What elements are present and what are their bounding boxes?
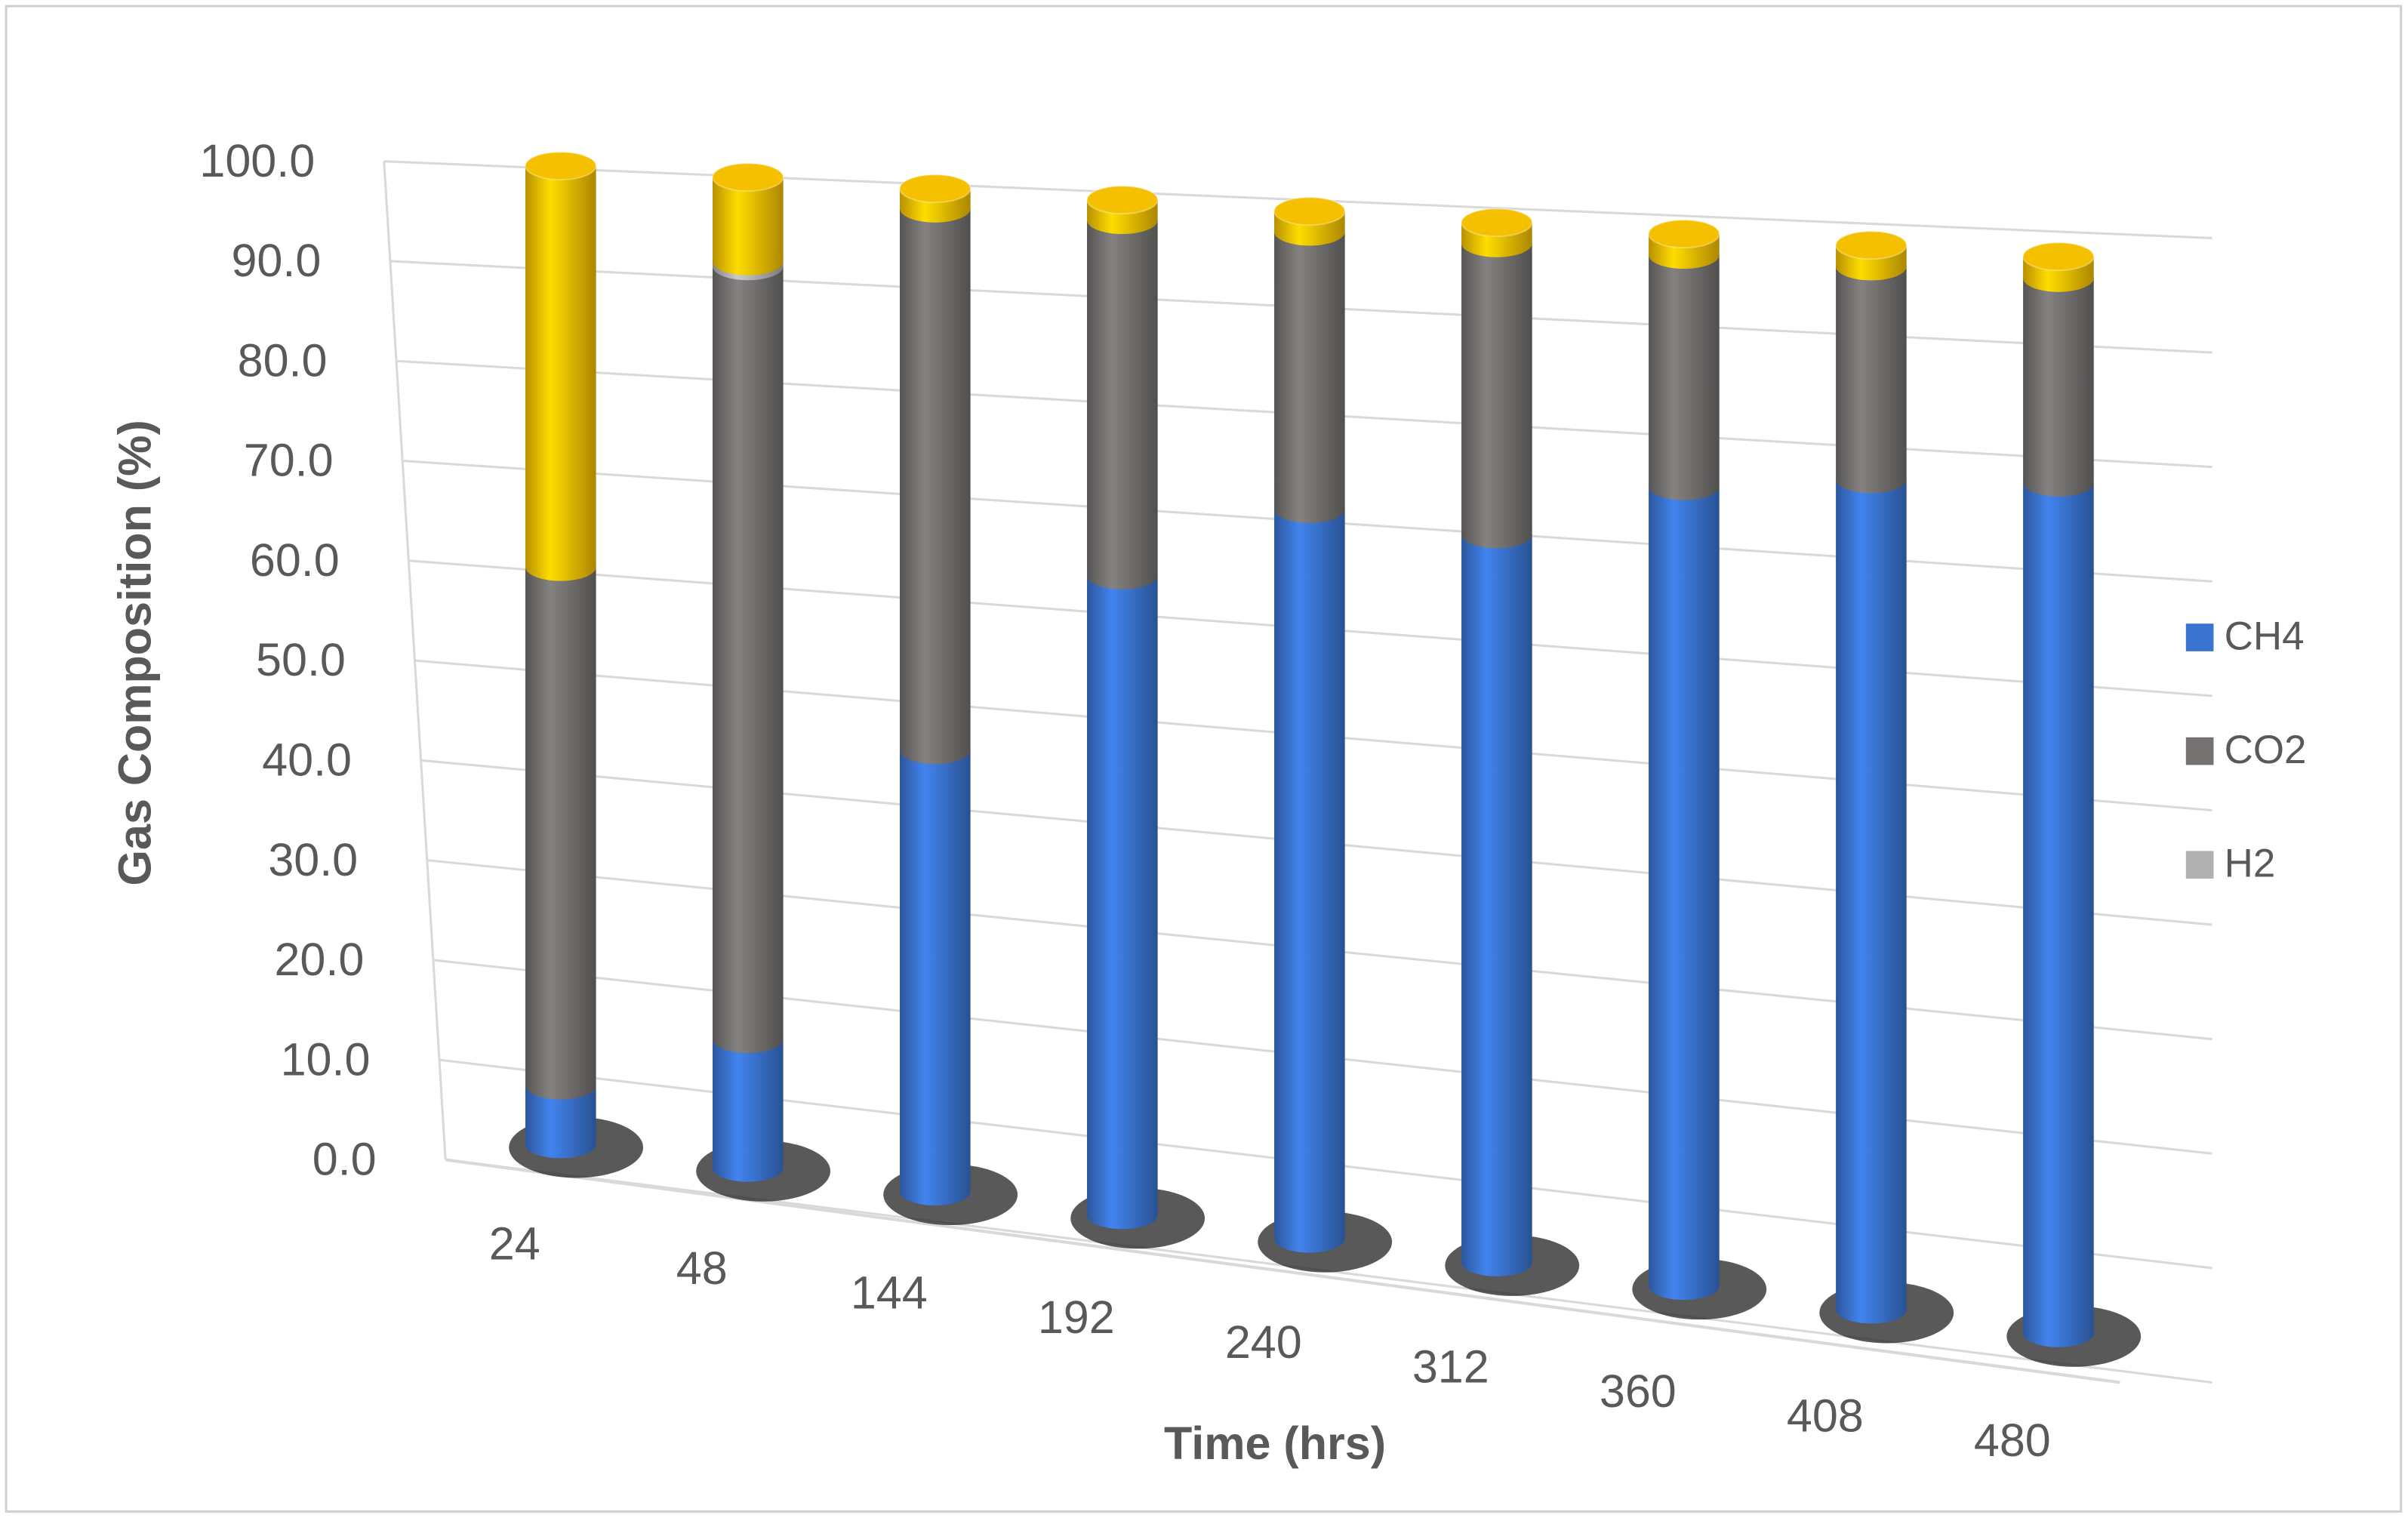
segment-bottom xyxy=(1087,206,1158,235)
segment-bottom xyxy=(900,1178,971,1205)
segment-bottom xyxy=(1461,520,1532,549)
segment-bottom xyxy=(1649,473,1720,500)
segment-bottom xyxy=(1836,1295,1907,1324)
segment-bottom xyxy=(900,736,971,765)
y-tick-label: 70.0 xyxy=(244,435,334,486)
x-tick-label: 144 xyxy=(851,1267,928,1319)
bar-segment xyxy=(712,177,784,262)
bar-segment xyxy=(900,750,971,1192)
y-tick-label: 60.0 xyxy=(250,534,340,586)
segment-bottom xyxy=(1461,1248,1532,1276)
bar-segment xyxy=(1649,486,1720,1286)
bar-cap xyxy=(1273,196,1346,226)
bar-segment xyxy=(1274,232,1345,510)
segment-bottom xyxy=(1649,241,1720,269)
y-tick-label: 30.0 xyxy=(268,834,358,885)
bar-segment xyxy=(1274,509,1345,1239)
bar-segment xyxy=(1836,479,1907,1310)
bar-cap xyxy=(524,151,597,181)
bar-segment xyxy=(1649,254,1720,487)
x-tick-label: 192 xyxy=(1038,1292,1115,1343)
segment-bottom xyxy=(1274,495,1345,523)
x-tick-label: 24 xyxy=(489,1218,540,1270)
x-tick-label: 312 xyxy=(1412,1341,1489,1392)
bar-segment xyxy=(1087,220,1158,576)
segment-bottom xyxy=(900,195,971,223)
bar-segment xyxy=(712,1039,784,1168)
bar-segment xyxy=(525,165,596,568)
x-axis-title: Time (hrs) xyxy=(1164,1418,1386,1469)
y-tick-label: 0.0 xyxy=(313,1134,377,1185)
bar-segment xyxy=(2023,278,2094,483)
y-tick-label: 50.0 xyxy=(256,634,346,685)
y-tick-label: 40.0 xyxy=(262,734,352,786)
segment-bottom xyxy=(1836,252,1907,281)
segment-bottom xyxy=(1836,465,1907,494)
segment-bottom xyxy=(1274,217,1345,246)
x-tick-label: 48 xyxy=(676,1242,728,1294)
segment-bottom xyxy=(525,1071,596,1100)
bar-cap xyxy=(1648,219,1720,249)
segment-bottom xyxy=(2023,1319,2094,1347)
y-axis-title: Gas Composition (%) xyxy=(109,420,160,885)
bar-segment xyxy=(1461,534,1532,1263)
legend-swatch xyxy=(2185,623,2214,651)
legend-label: CH4 xyxy=(2225,614,2305,659)
x-tick-label: 360 xyxy=(1600,1365,1677,1417)
bar-segment xyxy=(525,567,596,1086)
bar-segment xyxy=(1836,266,1907,480)
segment-bottom xyxy=(2023,469,2094,497)
y-tick-label: 80.0 xyxy=(238,334,328,386)
bar-segment xyxy=(712,266,784,1039)
segment-bottom xyxy=(1274,1224,1345,1253)
segment-bottom xyxy=(525,553,596,581)
bar-segment xyxy=(2023,482,2094,1334)
floor-edge xyxy=(445,1158,2120,1384)
segment-bottom xyxy=(1649,1272,1720,1301)
legend-swatch xyxy=(2185,737,2214,765)
y-tick-label: 10.0 xyxy=(281,1033,371,1085)
x-tick-label: 480 xyxy=(1974,1415,2051,1466)
segment-bottom xyxy=(712,248,784,276)
legend-label: H2 xyxy=(2225,842,2276,886)
bar-cap xyxy=(711,162,784,192)
y-tick-label: 100.0 xyxy=(199,135,315,186)
bar-cap xyxy=(1461,208,1533,238)
segment-bottom xyxy=(525,1130,596,1159)
bar-cap xyxy=(1835,230,1908,260)
segment-bottom xyxy=(2023,264,2094,292)
segment-bottom xyxy=(712,1025,784,1054)
segment-bottom xyxy=(712,1154,784,1182)
plot: Gas Composition (%) Time (hrs) 0.0 10.0 20… xyxy=(5,5,2403,1513)
segment-bottom xyxy=(1461,229,1532,257)
bar-segment xyxy=(1087,575,1158,1215)
legend-label: CO2 xyxy=(2225,728,2307,772)
bar-segment xyxy=(900,208,971,750)
x-tick-label: 240 xyxy=(1225,1316,1302,1368)
bar-cap xyxy=(1085,185,1159,215)
y-tick-label: 20.0 xyxy=(274,934,364,985)
bar-cap xyxy=(898,174,972,204)
bar-cap xyxy=(2022,242,2095,272)
legend-swatch xyxy=(2185,851,2214,879)
segment-bottom xyxy=(1087,1201,1158,1230)
bar-segment xyxy=(1461,243,1532,535)
segment-bottom xyxy=(1087,562,1158,590)
x-tick-label: 408 xyxy=(1787,1390,1864,1441)
y-tick-label: 90.0 xyxy=(231,235,321,286)
